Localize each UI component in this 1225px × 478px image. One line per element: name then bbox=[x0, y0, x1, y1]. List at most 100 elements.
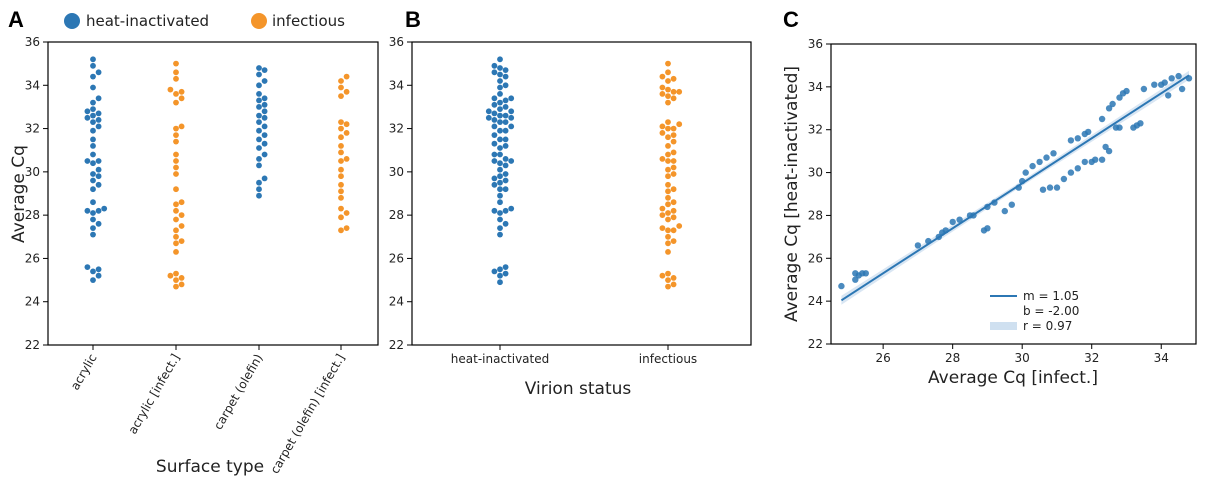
data-point bbox=[338, 181, 344, 188]
data-point bbox=[665, 86, 671, 93]
data-point bbox=[90, 73, 96, 80]
data-point bbox=[502, 127, 509, 134]
data-point bbox=[90, 225, 96, 232]
data-point bbox=[665, 227, 671, 234]
data-point bbox=[338, 143, 344, 149]
data-point bbox=[502, 156, 509, 162]
data-point bbox=[178, 212, 185, 219]
data-point bbox=[491, 140, 498, 147]
data-point bbox=[261, 95, 268, 102]
data-point bbox=[508, 95, 515, 102]
data-point bbox=[95, 207, 102, 214]
data-point bbox=[261, 67, 268, 73]
data-point bbox=[497, 106, 503, 112]
data-point bbox=[665, 188, 671, 195]
data-point bbox=[665, 78, 671, 84]
data-point bbox=[256, 119, 262, 125]
x-tick-label: 30 bbox=[1015, 351, 1030, 365]
plot-area-c bbox=[830, 43, 1197, 345]
data-point bbox=[497, 210, 503, 216]
y-axis-a: 22 24 26 28 30 32 34 36 bbox=[25, 35, 48, 352]
data-point bbox=[491, 151, 498, 158]
data-point bbox=[1105, 105, 1113, 112]
data-point bbox=[497, 151, 503, 158]
data-point bbox=[338, 205, 344, 212]
data-point bbox=[167, 86, 174, 93]
y-tick-label: 24 bbox=[808, 294, 823, 308]
data-point bbox=[343, 225, 350, 232]
data-point bbox=[497, 216, 503, 223]
data-point bbox=[984, 225, 991, 232]
x-tick-label: 32 bbox=[1084, 351, 1099, 365]
data-point bbox=[95, 95, 102, 102]
data-point bbox=[665, 240, 671, 247]
data-point bbox=[665, 158, 671, 164]
data-point bbox=[90, 268, 96, 275]
x-tick-label: 34 bbox=[1154, 351, 1169, 365]
data-point bbox=[90, 84, 96, 91]
data-point bbox=[84, 158, 91, 164]
data-point bbox=[670, 149, 677, 156]
data-point bbox=[1001, 207, 1008, 215]
data-point bbox=[90, 62, 96, 69]
data-point bbox=[1165, 92, 1172, 99]
data-point bbox=[670, 199, 677, 206]
data-point bbox=[338, 93, 344, 99]
points-b bbox=[485, 56, 683, 290]
data-point bbox=[497, 112, 503, 119]
data-point bbox=[497, 179, 503, 186]
data-point bbox=[95, 69, 102, 76]
data-point bbox=[665, 270, 671, 277]
data-point bbox=[178, 281, 185, 288]
data-point bbox=[665, 194, 671, 201]
data-point bbox=[665, 166, 671, 173]
data-point bbox=[173, 75, 179, 82]
y-tick-label: 24 bbox=[25, 295, 40, 309]
data-point bbox=[665, 119, 671, 125]
data-point bbox=[173, 151, 179, 158]
data-point bbox=[338, 173, 344, 180]
data-point bbox=[338, 188, 344, 195]
data-point bbox=[670, 125, 677, 132]
panel-b: 22 24 26 28 30 32 34 36 heat-inactivated infecti… bbox=[389, 35, 752, 399]
data-point bbox=[178, 238, 185, 245]
data-point bbox=[90, 177, 96, 184]
data-point bbox=[261, 151, 268, 158]
data-point bbox=[178, 199, 185, 206]
data-point bbox=[90, 112, 96, 119]
data-point bbox=[1175, 72, 1182, 80]
data-point bbox=[659, 130, 666, 136]
x-tick-label: carpet (olefin) [infect.] bbox=[268, 352, 348, 477]
data-point bbox=[665, 233, 671, 240]
y-tick-label: 26 bbox=[25, 251, 40, 265]
data-point bbox=[84, 114, 91, 121]
data-point bbox=[670, 214, 677, 221]
data-point bbox=[670, 158, 677, 164]
data-point bbox=[502, 112, 509, 119]
data-point bbox=[338, 78, 344, 84]
data-point bbox=[338, 149, 344, 156]
data-point bbox=[670, 238, 677, 245]
data-point bbox=[497, 279, 503, 286]
data-point bbox=[485, 114, 492, 121]
data-point bbox=[665, 143, 671, 149]
legend-marker-heat-inactivated bbox=[64, 13, 80, 29]
data-point bbox=[1123, 87, 1130, 95]
data-point bbox=[502, 207, 509, 214]
data-point bbox=[173, 277, 179, 283]
data-point bbox=[1053, 184, 1061, 191]
data-point bbox=[173, 249, 179, 255]
data-point bbox=[178, 95, 185, 102]
data-point bbox=[956, 216, 963, 223]
data-point bbox=[502, 104, 509, 110]
x-tick-label: carpet (olefin) bbox=[211, 352, 266, 433]
data-point bbox=[497, 160, 503, 167]
data-point bbox=[665, 216, 671, 223]
data-point bbox=[491, 110, 498, 117]
data-point bbox=[261, 123, 268, 130]
data-point bbox=[90, 231, 96, 238]
data-point bbox=[173, 207, 179, 214]
data-point bbox=[261, 108, 268, 115]
data-point bbox=[497, 119, 503, 125]
data-point bbox=[95, 110, 102, 117]
